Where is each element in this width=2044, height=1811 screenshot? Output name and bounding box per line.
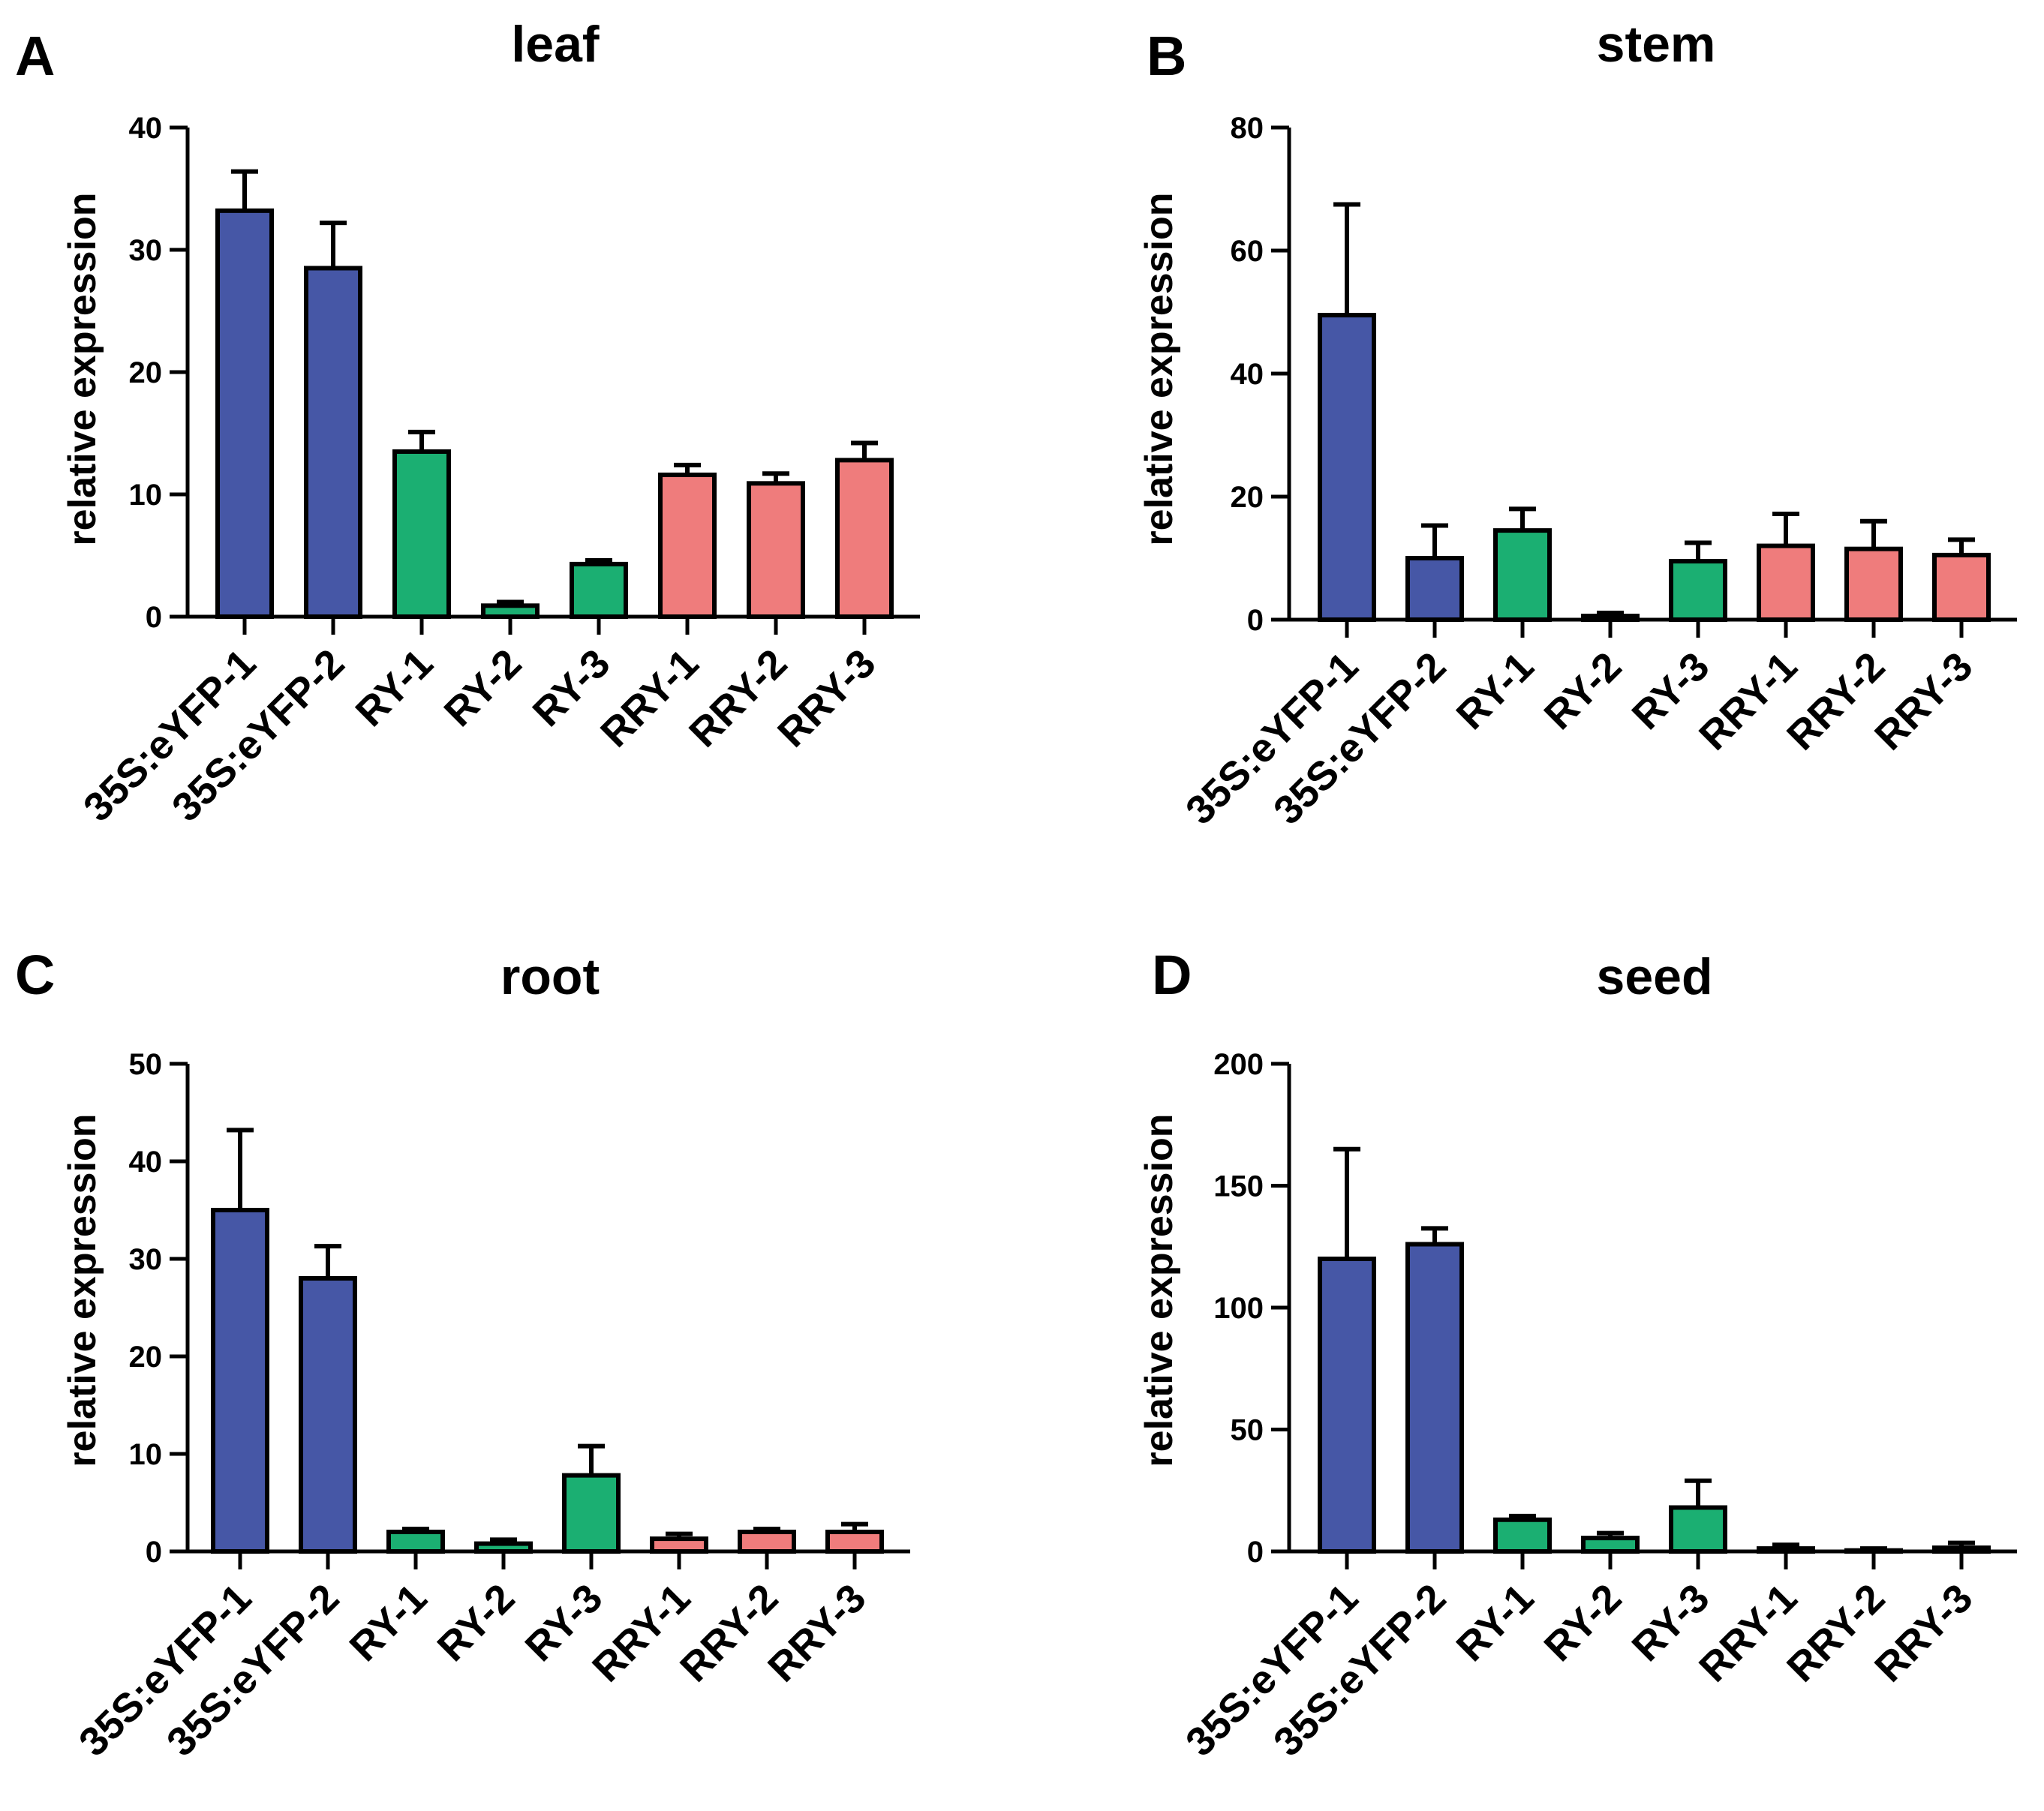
bar [211,1208,269,1554]
y-tick-label: 0 [146,1536,162,1569]
x-tick-label: RRY-2 [1778,644,1893,758]
x-tick-label: RRY-2 [681,641,795,755]
y-tick-label: 0 [146,601,162,634]
x-tick-label: RY-2 [1536,644,1631,738]
y-tick-label: 200 [1213,1048,1264,1081]
y-tick-label: 30 [129,1243,163,1276]
x-tick-label: RY-2 [1536,1575,1631,1670]
y-tick-label: 20 [1231,481,1264,514]
bar [386,1530,445,1554]
chart-title: root [500,948,600,1005]
x-tick-label: RY-1 [341,1575,436,1670]
y-axis-label: relative expression [61,192,104,545]
y-tick-label: 40 [1231,358,1264,391]
y-tick-label: 100 [1213,1292,1264,1325]
bar [825,1530,884,1554]
bar [1669,1505,1727,1554]
y-tick-label: 40 [129,1146,163,1179]
x-tick-label: RRY-1 [592,641,707,755]
bar [1757,543,1815,622]
bar [215,208,274,619]
x-tick-label: RY-1 [1448,1575,1543,1670]
bar [299,1276,357,1554]
bar [1493,1517,1552,1554]
bar [1318,1257,1376,1554]
x-tick-label: RRY-3 [1866,644,1981,758]
bar [738,1530,796,1554]
bar [1405,556,1464,622]
y-tick-label: 80 [1231,112,1264,145]
panel-letter: D [1152,944,1192,1006]
panel-root: C root relative expression 35S:eYFP-135S… [15,944,910,1765]
x-tick-label: RRY-3 [769,641,884,755]
panel-seed: D seed relative expression 35S:eYFP-135S… [1138,944,2017,1765]
bar [392,449,451,620]
x-tick-label: RRY-2 [1778,1575,1893,1690]
bar [1844,546,1903,623]
y-axis-label: relative expression [61,1113,104,1467]
bar [747,481,805,620]
bar [1669,559,1727,622]
y-tick-label: 50 [1231,1414,1264,1447]
panel-letter: C [15,944,55,1006]
x-tick-label: RRY-1 [1691,1575,1805,1690]
x-tick-label: RY-1 [347,641,442,735]
bar [1581,1536,1640,1554]
bar [658,472,717,619]
y-axis-label: relative expression [1138,1113,1181,1467]
y-tick-label: 0 [1247,1536,1264,1569]
y-axis-label: relative expression [1138,192,1181,545]
bar [1318,313,1376,622]
chart-title: seed [1597,948,1713,1005]
y-tick-label: 0 [1247,604,1264,637]
x-tick-label: RY-2 [429,1575,524,1670]
y-tick-label: 20 [129,356,163,389]
y-tick-label: 30 [129,234,163,267]
y-tick-label: 20 [129,1341,163,1374]
y-tick-label: 40 [129,112,163,145]
y-tick-label: 50 [129,1048,163,1081]
panel-stem: B stem relative expression 35S:eYFP-135S… [1138,16,2017,833]
x-tick-label: RRY-1 [1691,644,1805,758]
x-tick-label: RRY-3 [1866,1575,1981,1690]
x-tick-label: RRY-2 [672,1575,786,1690]
bar [1405,1242,1464,1554]
panel-letter: A [15,25,55,87]
x-tick-label: RY-2 [436,641,531,735]
chart-title: leaf [511,16,600,73]
panel-leaf: A leaf relative expression 35S:eYFP-135S… [15,16,920,830]
x-tick-label: RRY-1 [584,1575,699,1690]
y-tick-label: 10 [129,479,163,512]
y-tick-label: 10 [129,1438,163,1471]
y-tick-label: 150 [1213,1170,1264,1203]
bar [562,1473,621,1554]
bar [570,561,628,619]
x-tick-label: RY-1 [1448,644,1543,738]
bar [1932,552,1991,623]
bar [650,1536,708,1554]
bar [1493,528,1552,622]
panel-letter: B [1147,25,1186,87]
chart-title: stem [1597,16,1716,73]
bar [835,458,894,619]
y-tick-label: 60 [1231,235,1264,268]
bar [304,266,362,619]
x-tick-label: RRY-3 [759,1575,874,1690]
